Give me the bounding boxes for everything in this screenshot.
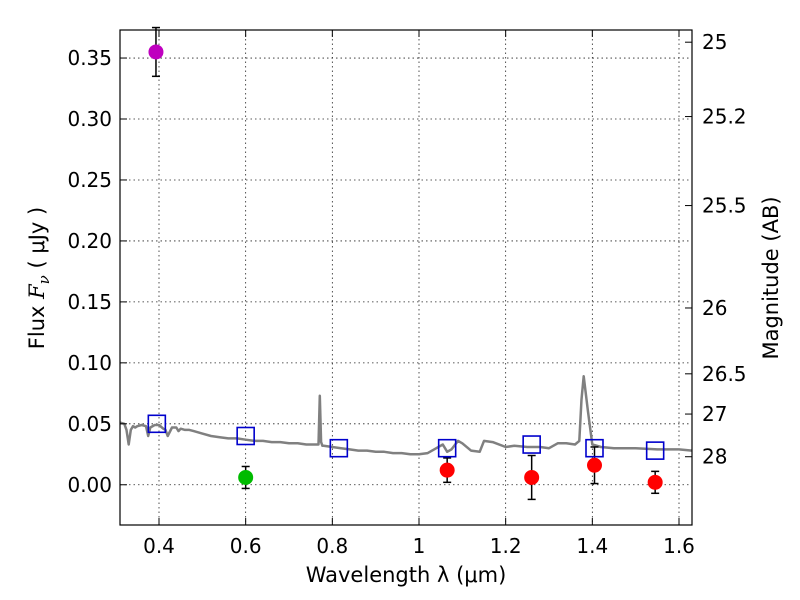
x-tick-label: 1.6: [663, 534, 695, 558]
plot-frame: [119, 29, 693, 526]
y-tick-label: 0.15: [67, 290, 112, 314]
x-tick-label: 0.8: [316, 534, 348, 558]
flux-point: [148, 44, 164, 60]
model-photometry-point: [236, 426, 255, 446]
data-layer: [120, 26, 692, 501]
flux-point: [524, 469, 540, 485]
x-tick-label: 1.4: [576, 534, 608, 558]
grid-layer: [120, 30, 692, 525]
y2-tick-label: 25.2: [702, 105, 747, 129]
y-axis-label: Flux Fν ( μJy ): [25, 207, 53, 349]
y-axis-label-prefix: Flux: [25, 299, 49, 349]
flux-point: [587, 457, 602, 473]
y2-tick-label: 28: [702, 445, 727, 469]
x-axis-label: Wavelength λ (μm): [306, 563, 507, 587]
y-tick-label: 0.00: [67, 473, 112, 497]
y2-tick-label: 27: [702, 402, 727, 426]
y2-tick-label: 26.5: [702, 362, 747, 386]
template-spectrum-line: [120, 375, 692, 456]
model-photometry-point: [585, 438, 604, 458]
x-tick-label: 1.2: [490, 534, 522, 558]
x-tick-label: 0.4: [143, 534, 175, 558]
model-photometry-point: [329, 438, 349, 458]
y2-tick-label: 25: [702, 30, 727, 54]
y2-tick-label: 25.5: [702, 194, 747, 218]
y2-axis-label: Magnitude (AB): [759, 196, 783, 359]
model-photometry-point: [522, 435, 541, 454]
y2-tick-label: 26: [702, 296, 727, 320]
flux-point: [238, 469, 254, 485]
y-tick-label: 0.25: [67, 168, 112, 192]
flux-point: [439, 462, 455, 478]
x-tick-label: 0.6: [230, 534, 262, 558]
tick-layer: 0.4 0.6 0.8 1 1.2 1.4 1.6 0.00 0.05 0.10 0.15 0.20 0…: [67, 30, 747, 558]
model-photometry-point: [437, 438, 457, 458]
x-tick-label: 1: [413, 534, 426, 558]
model-photometry-point: [147, 414, 167, 434]
y-axis-label-unit: ( μJy ): [25, 207, 49, 275]
y-axis-label-subscript: ν: [35, 275, 53, 284]
y-tick-label: 0.10: [67, 351, 112, 375]
y-tick-label: 0.05: [67, 412, 112, 436]
y-tick-label: 0.35: [67, 46, 112, 70]
y-tick-label: 0.30: [67, 107, 112, 131]
flux-point: [647, 474, 663, 490]
y-axis-label-symbol: F: [25, 283, 49, 300]
y-tick-label: 0.20: [67, 229, 112, 253]
model-photometry-point: [645, 441, 665, 460]
